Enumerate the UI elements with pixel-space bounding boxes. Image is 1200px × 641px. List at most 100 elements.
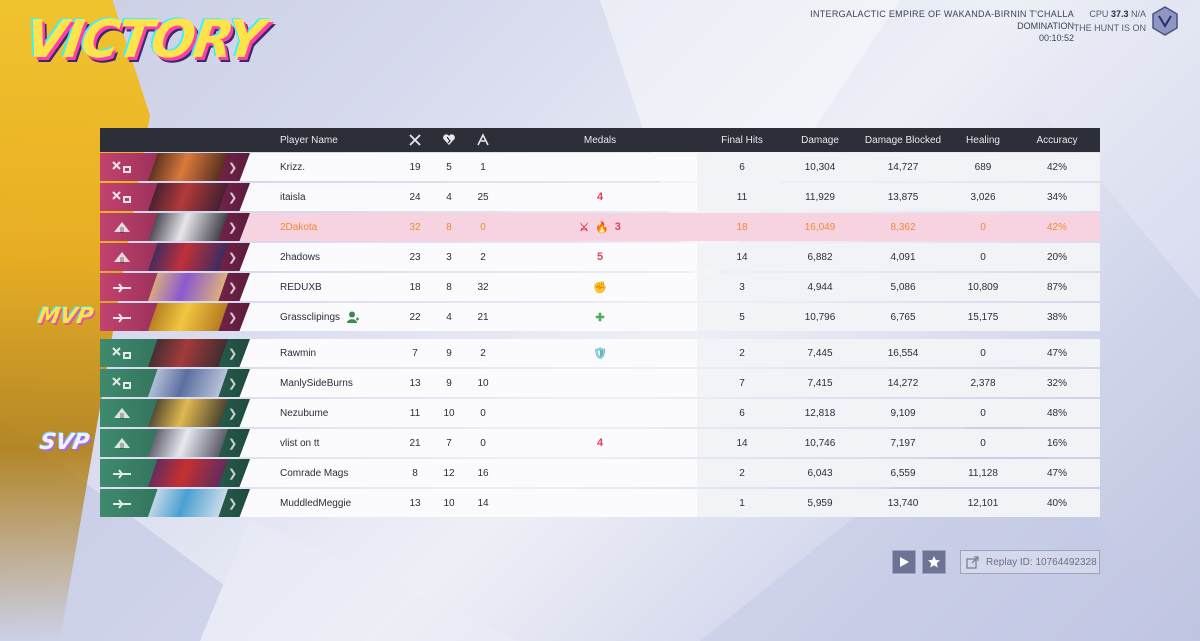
player-row[interactable]: ❯ ManlySideBurns 13 9 10 7 7,415 14,272 … bbox=[100, 369, 1100, 397]
damage-value: 10,304 bbox=[804, 161, 836, 173]
hero-face bbox=[148, 459, 228, 487]
hero-portrait: ❯ bbox=[100, 429, 250, 457]
player-row[interactable]: ❯ Nezubume 11 10 0 6 12,818 9,109 0 48% bbox=[100, 399, 1100, 427]
chevron-right-icon: ❯ bbox=[228, 408, 238, 420]
duelist-icon bbox=[110, 435, 134, 451]
kills-value: 32 bbox=[409, 221, 421, 233]
header-final-hits: Final Hits bbox=[721, 134, 763, 146]
medal-icon[interactable]: ✚ bbox=[595, 311, 605, 324]
kills-value: 23 bbox=[409, 251, 421, 263]
player-row[interactable]: ❯ MuddledMeggie 13 10 14 1 5,959 13,740 … bbox=[100, 489, 1100, 517]
player-row[interactable]: ❯ 2hadows 23 3 2 5 14 6,882 4,091 0 20% bbox=[100, 243, 1100, 271]
hero-face bbox=[148, 243, 228, 271]
damage-blocked-value: 7,197 bbox=[890, 437, 916, 449]
player-name[interactable]: Nezubume bbox=[280, 407, 329, 419]
player-name[interactable]: Comrade Mags bbox=[280, 467, 349, 479]
player-name[interactable]: 2Dakota bbox=[280, 221, 318, 233]
team-ally: ❯ Krizz. 19 5 1 6 10,304 14,727 689 42% … bbox=[100, 153, 1100, 331]
deaths-value: 5 bbox=[446, 161, 452, 173]
medals-list bbox=[560, 153, 640, 181]
healing-value: 11,128 bbox=[968, 467, 998, 479]
medal-icon[interactable]: 3 bbox=[614, 221, 621, 233]
final-hits-value: 2 bbox=[739, 467, 745, 479]
player-name[interactable]: vlist on tt bbox=[280, 437, 320, 449]
player-row[interactable]: ❯ vlist on tt 21 7 0 4 14 10,746 7,197 0… bbox=[100, 429, 1100, 457]
play-replay-button[interactable] bbox=[892, 550, 916, 574]
hud-stats: CPU 37.3 N/A THE HUNT IS ON bbox=[1074, 8, 1146, 33]
kills-value: 8 bbox=[412, 467, 418, 479]
vanguard-icon bbox=[110, 189, 134, 205]
assists-value: 0 bbox=[480, 221, 486, 233]
header-accuracy: Accuracy bbox=[1036, 134, 1078, 146]
chevron-right-icon: ❯ bbox=[228, 438, 238, 450]
damage-value: 10,746 bbox=[804, 437, 836, 449]
player-row[interactable]: ❯ Grassclipings 22 4 21 ✚ 5 10,796 6,765… bbox=[100, 303, 1100, 331]
player-row[interactable]: ❯ REDUXB 18 8 32 ✊ 3 4,944 5,086 10,809 … bbox=[100, 273, 1100, 301]
kills-value: 21 bbox=[409, 437, 421, 449]
medal-icon[interactable]: 🔥 bbox=[595, 221, 609, 234]
hero-portrait: ❯ bbox=[100, 303, 250, 331]
kills-value: 18 bbox=[409, 281, 421, 293]
friend-icon[interactable] bbox=[346, 310, 360, 324]
player-name[interactable]: REDUXB bbox=[280, 281, 322, 293]
accuracy-value: 87% bbox=[1046, 281, 1067, 293]
replay-id-button[interactable]: Replay ID: 10764492328 bbox=[960, 550, 1100, 574]
favorite-button[interactable] bbox=[922, 550, 946, 574]
healing-value: 2,378 bbox=[970, 377, 996, 389]
share-icon bbox=[966, 556, 979, 569]
medal-icon[interactable]: 5 bbox=[596, 251, 604, 263]
player-row[interactable]: ❯ Krizz. 19 5 1 6 10,304 14,727 689 42% bbox=[100, 153, 1100, 181]
healing-value: 0 bbox=[980, 407, 986, 419]
hero-face bbox=[148, 213, 228, 241]
hero-face bbox=[148, 399, 228, 427]
hero-portrait: ❯ bbox=[100, 183, 250, 211]
player-name[interactable]: Grassclipings bbox=[280, 303, 390, 331]
stats-shade bbox=[697, 183, 1100, 211]
medal-icon[interactable]: ⚔ bbox=[579, 221, 590, 234]
stats-shade bbox=[697, 153, 1100, 181]
player-row[interactable]: ❯ itaisla 24 4 25 4 11 11,929 13,875 3,0… bbox=[100, 183, 1100, 211]
accuracy-value: 42% bbox=[1046, 161, 1067, 173]
damage-value: 6,882 bbox=[807, 251, 833, 263]
strategist-icon bbox=[110, 279, 134, 295]
chevron-right-icon: ❯ bbox=[228, 468, 238, 480]
header-healing: Healing bbox=[966, 134, 1000, 146]
medals-list bbox=[560, 369, 640, 397]
healing-value: 0 bbox=[980, 251, 986, 263]
player-name[interactable]: ManlySideBurns bbox=[280, 377, 353, 389]
damage-blocked-value: 14,727 bbox=[887, 161, 919, 173]
match-info: INTERGALACTIC EMPIRE OF WAKANDA-BIRNIN T… bbox=[810, 8, 1074, 44]
deaths-value: 4 bbox=[446, 311, 452, 323]
hero-face bbox=[148, 273, 228, 301]
replay-controls bbox=[892, 550, 946, 574]
player-name[interactable]: Krizz. bbox=[280, 161, 305, 173]
medal-icon[interactable]: ✊ bbox=[593, 281, 607, 294]
deaths-icon bbox=[434, 128, 464, 152]
player-name[interactable]: Rawmin bbox=[280, 347, 317, 359]
medal-icon[interactable]: 🛡 bbox=[593, 347, 607, 360]
player-name[interactable]: itaisla bbox=[280, 191, 306, 203]
player-row[interactable]: ❯ Rawmin 7 9 2 🛡 2 7,445 16,554 0 47% bbox=[100, 339, 1100, 367]
deaths-value: 12 bbox=[443, 467, 455, 479]
player-row[interactable]: ❯ 2Dakota 32 8 0 ⚔ 🔥 3 18 16,049 8,362 0 4… bbox=[100, 213, 1100, 241]
assists-value: 2 bbox=[480, 347, 486, 359]
healing-value: 689 bbox=[974, 161, 992, 173]
final-hits-value: 6 bbox=[739, 161, 745, 173]
assists-value: 1 bbox=[480, 161, 486, 173]
damage-blocked-value: 6,559 bbox=[890, 467, 916, 479]
final-hits-value: 14 bbox=[736, 251, 748, 263]
player-name[interactable]: 2hadows bbox=[280, 251, 321, 263]
medal-icon[interactable]: 4 bbox=[596, 191, 604, 203]
player-name[interactable]: MuddledMeggie bbox=[280, 497, 352, 509]
medal-icon[interactable]: 4 bbox=[596, 437, 604, 449]
chevron-right-icon: ❯ bbox=[228, 192, 238, 204]
player-row[interactable]: ❯ Comrade Mags 8 12 16 2 6,043 6,559 11,… bbox=[100, 459, 1100, 487]
accuracy-value: 38% bbox=[1046, 311, 1067, 323]
damage-blocked-value: 9,109 bbox=[890, 407, 916, 419]
damage-value: 5,959 bbox=[807, 497, 833, 509]
stats-shade bbox=[697, 303, 1100, 331]
strategist-icon bbox=[110, 465, 134, 481]
medals-list: 5 bbox=[560, 243, 640, 271]
hero-portrait: ❯ bbox=[100, 369, 250, 397]
stats-shade bbox=[697, 489, 1100, 517]
